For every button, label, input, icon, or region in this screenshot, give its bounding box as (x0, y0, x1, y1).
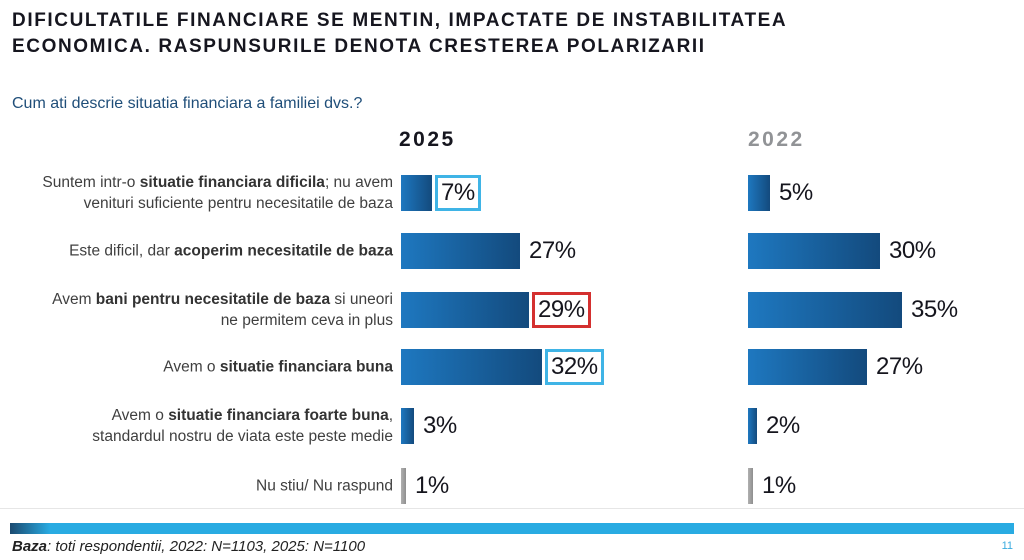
value-highlight-box-cyan: 7% (435, 175, 481, 211)
bar-row-2022: 30% (748, 233, 936, 269)
bar-row-2022: 5% (748, 175, 813, 211)
bar-2022 (748, 292, 902, 328)
value-highlight-box-red: 29% (532, 292, 591, 328)
bar-row-2022: 27% (748, 349, 923, 385)
value-label: 1% (415, 472, 449, 499)
column-header-2025: 2025 (399, 128, 456, 151)
footer-hairline (0, 508, 1024, 509)
value-label: 3% (423, 412, 457, 439)
value-label: 35% (911, 296, 958, 323)
bar-2022 (748, 233, 880, 269)
column-header-2022: 2022 (748, 128, 805, 151)
value-highlight-box-cyan: 32% (545, 349, 604, 385)
page-number: 11 (1001, 540, 1013, 552)
row-label: Avem o situatie financiara buna (163, 358, 393, 376)
value-label: 30% (889, 237, 936, 264)
bar-row-2022: 1% (748, 468, 796, 504)
base-note-text: : toti respondentii, 2022: N=1103, 2025:… (47, 538, 366, 555)
bar-2025 (401, 468, 406, 504)
bar-row-2022: 2% (748, 408, 800, 444)
survey-question: Cum ati descrie situatia financiara a fa… (12, 95, 363, 112)
bar-2025 (401, 292, 529, 328)
row-label: Este dificil, dar acoperim necesitatile … (69, 242, 393, 260)
row-label: Avem bani pentru necesitatile de baza si… (52, 291, 393, 329)
row-label: Avem o situatie financiara foarte buna, s… (92, 407, 393, 445)
footer-divider-bar (10, 523, 1014, 534)
bar-row-2025: 32% (401, 349, 604, 385)
bar-2022 (748, 408, 757, 444)
value-label: 5% (779, 179, 813, 206)
value-label: 1% (762, 472, 796, 499)
bar-2025 (401, 175, 432, 211)
bar-2025 (401, 233, 520, 269)
page-title-line2: ECONOMICA. RASPUNSURILE DENOTA CRESTEREA… (12, 36, 706, 57)
row-label: Suntem intr-o situatie financiara difici… (42, 174, 393, 212)
bar-row-2025: 3% (401, 408, 457, 444)
bar-row-2025: 29% (401, 292, 591, 328)
value-label: 27% (876, 353, 923, 380)
base-note-label: Baza (12, 538, 48, 555)
base-note: Baza: toti respondentii, 2022: N=1103, 2… (12, 538, 365, 555)
row-label: Nu stiu/ Nu raspund (256, 477, 393, 495)
page-title: DIFICULTATILE FINANCIARE SE MENTIN, IMPA… (12, 8, 1016, 60)
bar-row-2025: 7% (401, 175, 481, 211)
value-label: 2% (766, 412, 800, 439)
bar-2025 (401, 349, 542, 385)
bar-2022 (748, 349, 867, 385)
bar-2025 (401, 408, 414, 444)
bar-row-2025: 27% (401, 233, 576, 269)
value-label: 27% (529, 237, 576, 264)
page-title-line1: DIFICULTATILE FINANCIARE SE MENTIN, IMPA… (12, 10, 788, 31)
bar-2022 (748, 468, 753, 504)
bar-row-2025: 1% (401, 468, 449, 504)
bar-2022 (748, 175, 770, 211)
bar-row-2022: 35% (748, 292, 958, 328)
